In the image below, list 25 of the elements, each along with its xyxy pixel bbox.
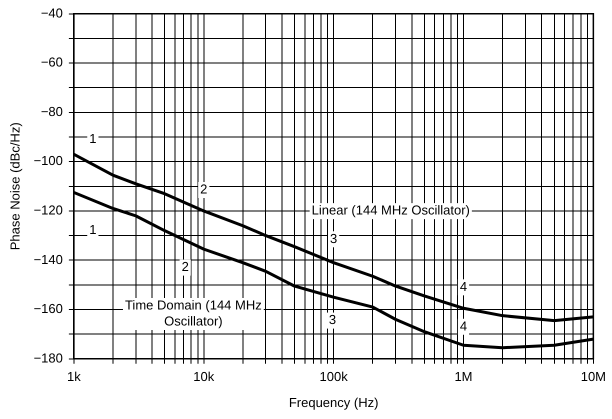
series-label: Time Domain (144 MHz Oscillator)	[124, 298, 262, 329]
annotation: 1	[89, 131, 96, 146]
y-tick-label: −160	[34, 301, 63, 316]
annotation: 2	[200, 182, 208, 197]
annotation: 3	[330, 230, 338, 246]
y-tick-label: −60	[40, 54, 63, 70]
x-tick-label: 100k	[320, 369, 348, 384]
annotation: 4	[460, 278, 468, 294]
text: Linear (144 MHz Oscillator)	[312, 202, 470, 218]
x-tick-label: 10k	[193, 369, 215, 384]
annotation: 1	[89, 222, 96, 238]
x-tick-label: 1k	[67, 369, 82, 384]
annotation: 2	[182, 259, 189, 274]
x-tick-label: 1M	[454, 369, 473, 384]
y-tick-label: −140	[34, 252, 63, 267]
y-tick-label: −40	[40, 5, 63, 20]
y-axis-title: Phase Noise (dBc/Hz)	[7, 122, 22, 250]
annotation: 4	[460, 318, 468, 334]
x-tick-label: 10M	[580, 369, 606, 384]
y-tick-label: −80	[40, 104, 63, 119]
y-tick-label: −120	[34, 202, 63, 218]
x-axis-title: Frequency (Hz)	[288, 394, 378, 410]
y-tick-label: −100	[34, 153, 63, 168]
y-tick-label: −180	[34, 350, 63, 366]
annotation: 3	[328, 312, 336, 328]
